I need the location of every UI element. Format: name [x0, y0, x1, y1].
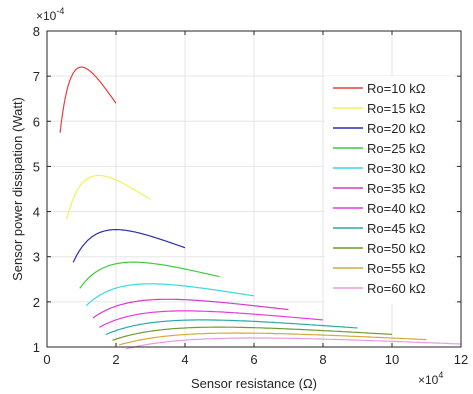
- x-exponent-label: ×104: [418, 370, 443, 387]
- series-line-3: [72, 229, 186, 263]
- legend-label: Ro=45 kΩ: [367, 221, 426, 236]
- legend-label: Ro=60 kΩ: [367, 281, 426, 296]
- series-line-6: [92, 298, 289, 319]
- series-line-8: [105, 319, 358, 336]
- x-tick-label: 0: [43, 352, 50, 367]
- legend-label: Ro=40 kΩ: [367, 201, 426, 216]
- series-layer: [59, 66, 462, 350]
- series-line-1: [59, 66, 117, 133]
- series-line-5: [85, 283, 255, 307]
- x-tick-label: 4: [181, 352, 188, 367]
- y-tick-label: 6: [33, 114, 40, 129]
- x-tick-label: 2: [112, 352, 119, 367]
- legend-label: Ro=35 kΩ: [367, 181, 426, 196]
- legend-label: Ro=55 kΩ: [367, 261, 426, 276]
- y-exponent-label: ×10-4: [36, 6, 64, 23]
- series-line-10: [118, 332, 427, 346]
- y-tick-label: 7: [33, 69, 40, 84]
- y-tick-label: 5: [33, 159, 40, 174]
- series-line-7: [99, 310, 324, 328]
- legend: Ro=10 kΩ Ro=15 kΩ Ro=20 kΩ Ro=25 kΩ Ro=30 kΩ…: [325, 76, 455, 304]
- legend-box: [325, 76, 455, 304]
- legend-label: Ro=10 kΩ: [367, 81, 426, 96]
- y-tick-label: 8: [33, 24, 40, 39]
- legend-label: Ro=25 kΩ: [367, 141, 426, 156]
- y-tick-label: 2: [33, 295, 40, 310]
- legend-label: Ro=20 kΩ: [367, 121, 426, 136]
- series-line-4: [79, 261, 220, 289]
- x-tick-label: 6: [250, 352, 257, 367]
- y-tick-label: 4: [33, 205, 40, 220]
- x-tick-label: 10: [385, 352, 399, 367]
- legend-label: Ro=30 kΩ: [367, 161, 426, 176]
- y-tick-label: 1: [33, 340, 40, 355]
- y-axis-label: Sensor power dissipation (Watt): [10, 97, 25, 281]
- series-line-9: [112, 326, 393, 341]
- x-tick-label: 8: [319, 352, 326, 367]
- y-tick-label: 3: [33, 250, 40, 265]
- x-axis-label: Sensor resistance (Ω): [191, 376, 317, 391]
- x-tick-label: 12: [454, 352, 468, 367]
- x-exponent-power: 4: [438, 370, 443, 380]
- series-line-2: [66, 174, 151, 220]
- legend-label: Ro=15 kΩ: [367, 101, 426, 116]
- y-exponent-power: -4: [56, 6, 64, 16]
- legend-label: Ro=50 kΩ: [367, 241, 426, 256]
- series-line-11: [125, 337, 462, 350]
